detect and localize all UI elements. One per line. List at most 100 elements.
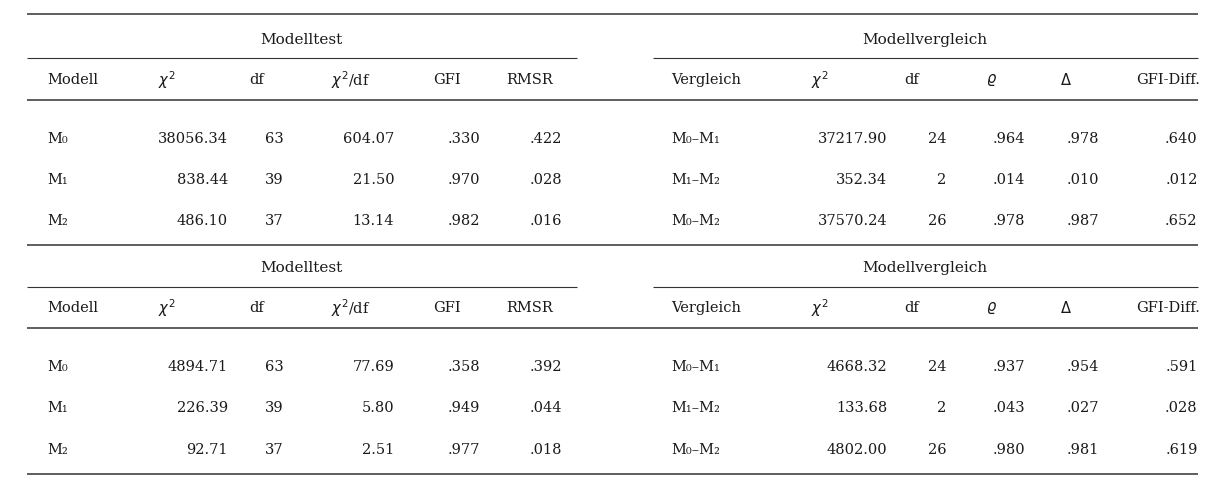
Text: .010: .010 — [1067, 173, 1099, 187]
Text: .970: .970 — [448, 173, 480, 187]
Text: 63: 63 — [265, 132, 283, 145]
Text: 37570.24: 37570.24 — [817, 214, 887, 228]
Text: 352.34: 352.34 — [837, 173, 887, 187]
Text: Modell: Modell — [47, 73, 97, 87]
Text: 37217.90: 37217.90 — [818, 132, 887, 145]
Text: .012: .012 — [1165, 173, 1198, 187]
Text: M₁: M₁ — [47, 173, 68, 187]
Text: .977: .977 — [448, 443, 480, 456]
Text: Modell: Modell — [47, 301, 97, 315]
Text: 4802.00: 4802.00 — [827, 443, 887, 456]
Text: 486.10: 486.10 — [177, 214, 228, 228]
Text: df: df — [249, 301, 264, 315]
Text: 37: 37 — [265, 214, 283, 228]
Text: 39: 39 — [265, 401, 283, 415]
Text: 838.44: 838.44 — [176, 173, 228, 187]
Text: .027: .027 — [1067, 401, 1099, 415]
Text: 2.51: 2.51 — [362, 443, 394, 456]
Text: Modelltest: Modelltest — [261, 33, 342, 47]
Text: $\chi^2$/df: $\chi^2$/df — [331, 69, 371, 90]
Text: $\chi^2$: $\chi^2$ — [811, 69, 828, 90]
Text: $\varrho$: $\varrho$ — [986, 300, 998, 316]
Text: $\Delta$: $\Delta$ — [1060, 72, 1072, 87]
Text: 2: 2 — [936, 173, 946, 187]
Text: M₀–M₁: M₀–M₁ — [671, 132, 721, 145]
Text: .043: .043 — [993, 401, 1025, 415]
Text: 2: 2 — [936, 401, 946, 415]
Text: M₀: M₀ — [47, 360, 68, 374]
Text: .028: .028 — [530, 173, 562, 187]
Text: df: df — [249, 73, 264, 87]
Text: 77.69: 77.69 — [352, 360, 394, 374]
Text: $\Delta$: $\Delta$ — [1060, 300, 1072, 316]
Text: M₀: M₀ — [47, 132, 68, 145]
Text: 4668.32: 4668.32 — [827, 360, 887, 374]
Text: M₂: M₂ — [47, 443, 68, 456]
Text: Modelltest: Modelltest — [261, 261, 342, 275]
Text: .591: .591 — [1165, 360, 1198, 374]
Text: 63: 63 — [265, 360, 283, 374]
Text: .978: .978 — [993, 214, 1025, 228]
Text: .619: .619 — [1165, 443, 1198, 456]
Text: $\chi^2$: $\chi^2$ — [158, 297, 175, 319]
Text: 604.07: 604.07 — [342, 132, 394, 145]
Text: 92.71: 92.71 — [186, 443, 228, 456]
Text: .652: .652 — [1165, 214, 1198, 228]
Text: .981: .981 — [1067, 443, 1099, 456]
Text: 26: 26 — [928, 443, 946, 456]
Text: Modellvergleich: Modellvergleich — [862, 33, 988, 47]
Text: 39: 39 — [265, 173, 283, 187]
Text: .987: .987 — [1067, 214, 1099, 228]
Text: Modellvergleich: Modellvergleich — [862, 261, 988, 275]
Text: .422: .422 — [530, 132, 562, 145]
Text: .392: .392 — [530, 360, 562, 374]
Text: .016: .016 — [530, 214, 562, 228]
Text: 21.50: 21.50 — [352, 173, 394, 187]
Text: 24: 24 — [928, 132, 946, 145]
Text: RMSR: RMSR — [506, 301, 553, 315]
Text: .980: .980 — [993, 443, 1025, 456]
Text: GFI: GFI — [434, 301, 461, 315]
Text: .358: .358 — [448, 360, 480, 374]
Text: 24: 24 — [928, 360, 946, 374]
Text: GFI-Diff.: GFI-Diff. — [1136, 73, 1200, 87]
Text: M₁: M₁ — [47, 401, 68, 415]
Text: 226.39: 226.39 — [177, 401, 228, 415]
Text: .949: .949 — [448, 401, 480, 415]
Text: M₁–M₂: M₁–M₂ — [671, 173, 721, 187]
Text: M₁–M₂: M₁–M₂ — [671, 401, 721, 415]
Text: $\chi^2$/df: $\chi^2$/df — [331, 297, 371, 319]
Text: GFI: GFI — [434, 73, 461, 87]
Text: .330: .330 — [447, 132, 480, 145]
Text: Vergleich: Vergleich — [671, 73, 742, 87]
Text: 133.68: 133.68 — [835, 401, 887, 415]
Text: .982: .982 — [448, 214, 480, 228]
Text: .937: .937 — [993, 360, 1025, 374]
Text: 38056.34: 38056.34 — [158, 132, 228, 145]
Text: $\varrho$: $\varrho$ — [986, 72, 998, 87]
Text: .978: .978 — [1067, 132, 1099, 145]
Text: M₀–M₂: M₀–M₂ — [671, 443, 721, 456]
Text: df: df — [904, 301, 919, 315]
Text: df: df — [904, 73, 919, 87]
Text: M₀–M₂: M₀–M₂ — [671, 214, 721, 228]
Text: 5.80: 5.80 — [362, 401, 394, 415]
Text: $\chi^2$: $\chi^2$ — [811, 297, 828, 319]
Text: .028: .028 — [1165, 401, 1198, 415]
Text: .964: .964 — [993, 132, 1025, 145]
Text: 4894.71: 4894.71 — [168, 360, 228, 374]
Text: Vergleich: Vergleich — [671, 301, 742, 315]
Text: .954: .954 — [1067, 360, 1099, 374]
Text: .014: .014 — [993, 173, 1025, 187]
Text: .044: .044 — [530, 401, 562, 415]
Text: M₂: M₂ — [47, 214, 68, 228]
Text: GFI-Diff.: GFI-Diff. — [1136, 301, 1200, 315]
Text: .640: .640 — [1165, 132, 1198, 145]
Text: 13.14: 13.14 — [352, 214, 394, 228]
Text: $\chi^2$: $\chi^2$ — [158, 69, 175, 90]
Text: 26: 26 — [928, 214, 946, 228]
Text: 37: 37 — [265, 443, 283, 456]
Text: M₀–M₁: M₀–M₁ — [671, 360, 721, 374]
Text: .018: .018 — [530, 443, 562, 456]
Text: RMSR: RMSR — [506, 73, 553, 87]
